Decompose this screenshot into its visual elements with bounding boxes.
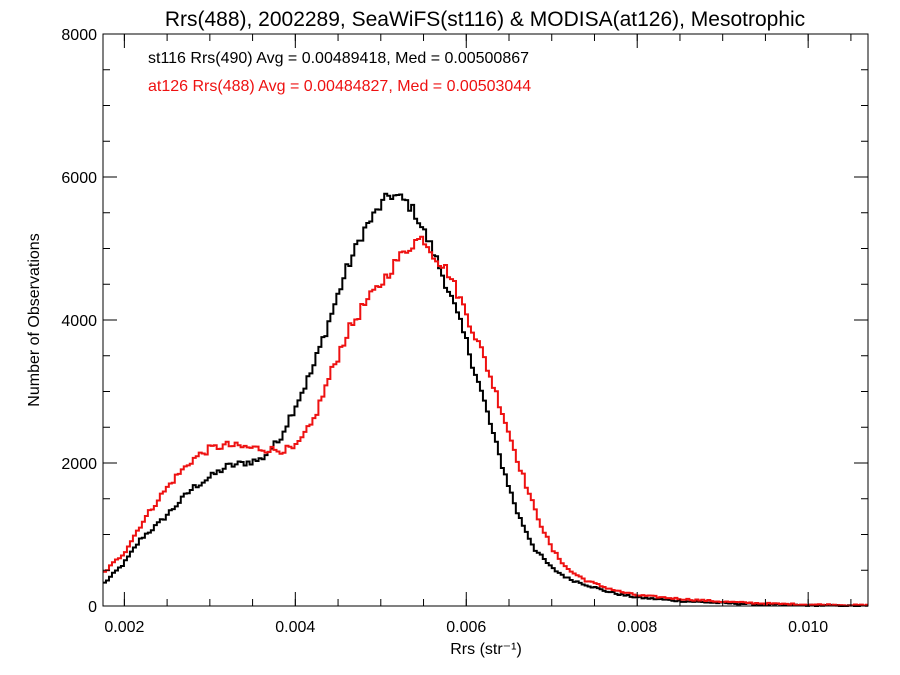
axes-layer: 0.002 0.004 0.006 0.008 0.010 0 2000 4000 6000 80… — [61, 27, 868, 636]
series-layer — [103, 192, 868, 607]
x-tick-label: 0.008 — [617, 619, 657, 636]
y-tick-label: 6000 — [61, 170, 97, 187]
x-tick-label: 0.006 — [446, 619, 486, 636]
plot-frame — [102, 33, 869, 607]
legend-entry-at126: at126 Rrs(488) Avg = 0.00484827, Med = 0… — [148, 78, 531, 95]
legend-entry-st116: st116 Rrs(490) Avg = 0.00489418, Med = 0… — [148, 50, 529, 67]
y-axis-label: Number of Observations — [26, 233, 43, 406]
series-line-at126 — [103, 235, 868, 607]
y-tick-label: 2000 — [61, 456, 97, 473]
y-tick-label: 8000 — [61, 27, 97, 44]
chart-title: Rrs(488), 2002289, SeaWiFS(st116) & MODI… — [165, 8, 805, 31]
x-tick-label: 0.004 — [275, 619, 315, 636]
y-tick-label: 0 — [88, 599, 97, 616]
x-tick-label: 0.002 — [104, 619, 144, 636]
y-tick-label: 4000 — [61, 313, 97, 330]
series-line-st116 — [103, 192, 868, 607]
x-tick-label: 0.010 — [788, 619, 828, 636]
x-axis-label: Rrs (str⁻¹) — [450, 641, 522, 658]
